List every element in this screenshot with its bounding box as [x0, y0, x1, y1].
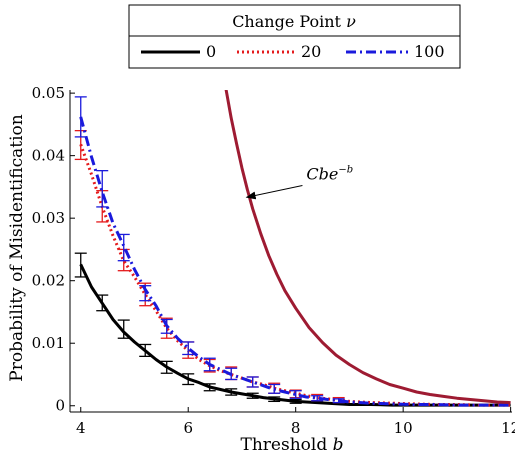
error-bar-0	[246, 392, 259, 399]
y-tick-label: 0.04	[32, 147, 65, 165]
error-bar-100	[160, 318, 173, 334]
error-bar-0	[74, 252, 87, 278]
error-bar-100	[289, 390, 302, 399]
error-bar-100	[268, 383, 281, 394]
error-bar-100	[332, 398, 345, 404]
x-tick-label: 6	[183, 419, 193, 437]
error-bar-100	[311, 395, 324, 402]
x-tick-label: 12	[501, 419, 515, 437]
y-axis-label: Probability of Misidentification	[7, 114, 27, 381]
error-bar-0	[203, 383, 216, 392]
error-bar-0	[117, 319, 130, 339]
error-bar-0	[225, 388, 238, 396]
error-bar-0	[160, 360, 173, 374]
error-bar-100	[117, 233, 130, 262]
legend-label-100: 100	[414, 42, 445, 61]
annotation-arrow	[245, 185, 303, 200]
error-bar-0	[268, 396, 281, 403]
y-tick-label: 0.02	[32, 272, 65, 290]
legend-label-0: 0	[206, 42, 216, 61]
legend-label-20: 20	[301, 42, 321, 61]
series-line-20	[79, 143, 511, 407]
series-line-cbe	[224, 90, 511, 405]
plot-area	[74, 90, 511, 407]
x-ticks: 4 6 8 10 12	[76, 407, 515, 437]
y-tick-label: 0.01	[32, 334, 65, 352]
annotation-text: Cbe−b	[306, 165, 353, 184]
error-bar-100	[225, 367, 238, 381]
y-ticks: 0 0.01 0.02 0.03 0.04 0.05	[32, 84, 75, 415]
error-bar-0	[182, 373, 195, 386]
error-bar-0	[139, 343, 152, 358]
x-tick-label: 4	[76, 419, 86, 437]
x-tick-label: 8	[291, 419, 301, 437]
y-tick-label: 0	[55, 397, 65, 415]
error-bar-100	[246, 376, 259, 388]
error-bar-0	[96, 294, 109, 312]
x-tick-label: 10	[394, 419, 413, 437]
error-bar-100	[203, 357, 216, 372]
y-tick-label: 0.03	[32, 209, 65, 227]
legend: Change Point ν 0 20 100	[128, 4, 461, 69]
error-bar-0	[289, 398, 302, 404]
series-line-100	[79, 116, 511, 407]
annotation: Cbe−b	[245, 165, 353, 200]
x-axis-label: Threshold b	[241, 435, 344, 455]
error-bar-100	[182, 341, 195, 356]
y-tick-label: 0.05	[32, 84, 65, 102]
axes: 4 6 8 10 12 0 0.01 0.02 0.03 0.04 0.05	[32, 84, 515, 437]
legend-title: Change Point ν	[232, 12, 356, 31]
error-bar-100	[139, 285, 152, 302]
error-bar-100	[96, 170, 109, 208]
error-bar-100	[74, 96, 87, 138]
